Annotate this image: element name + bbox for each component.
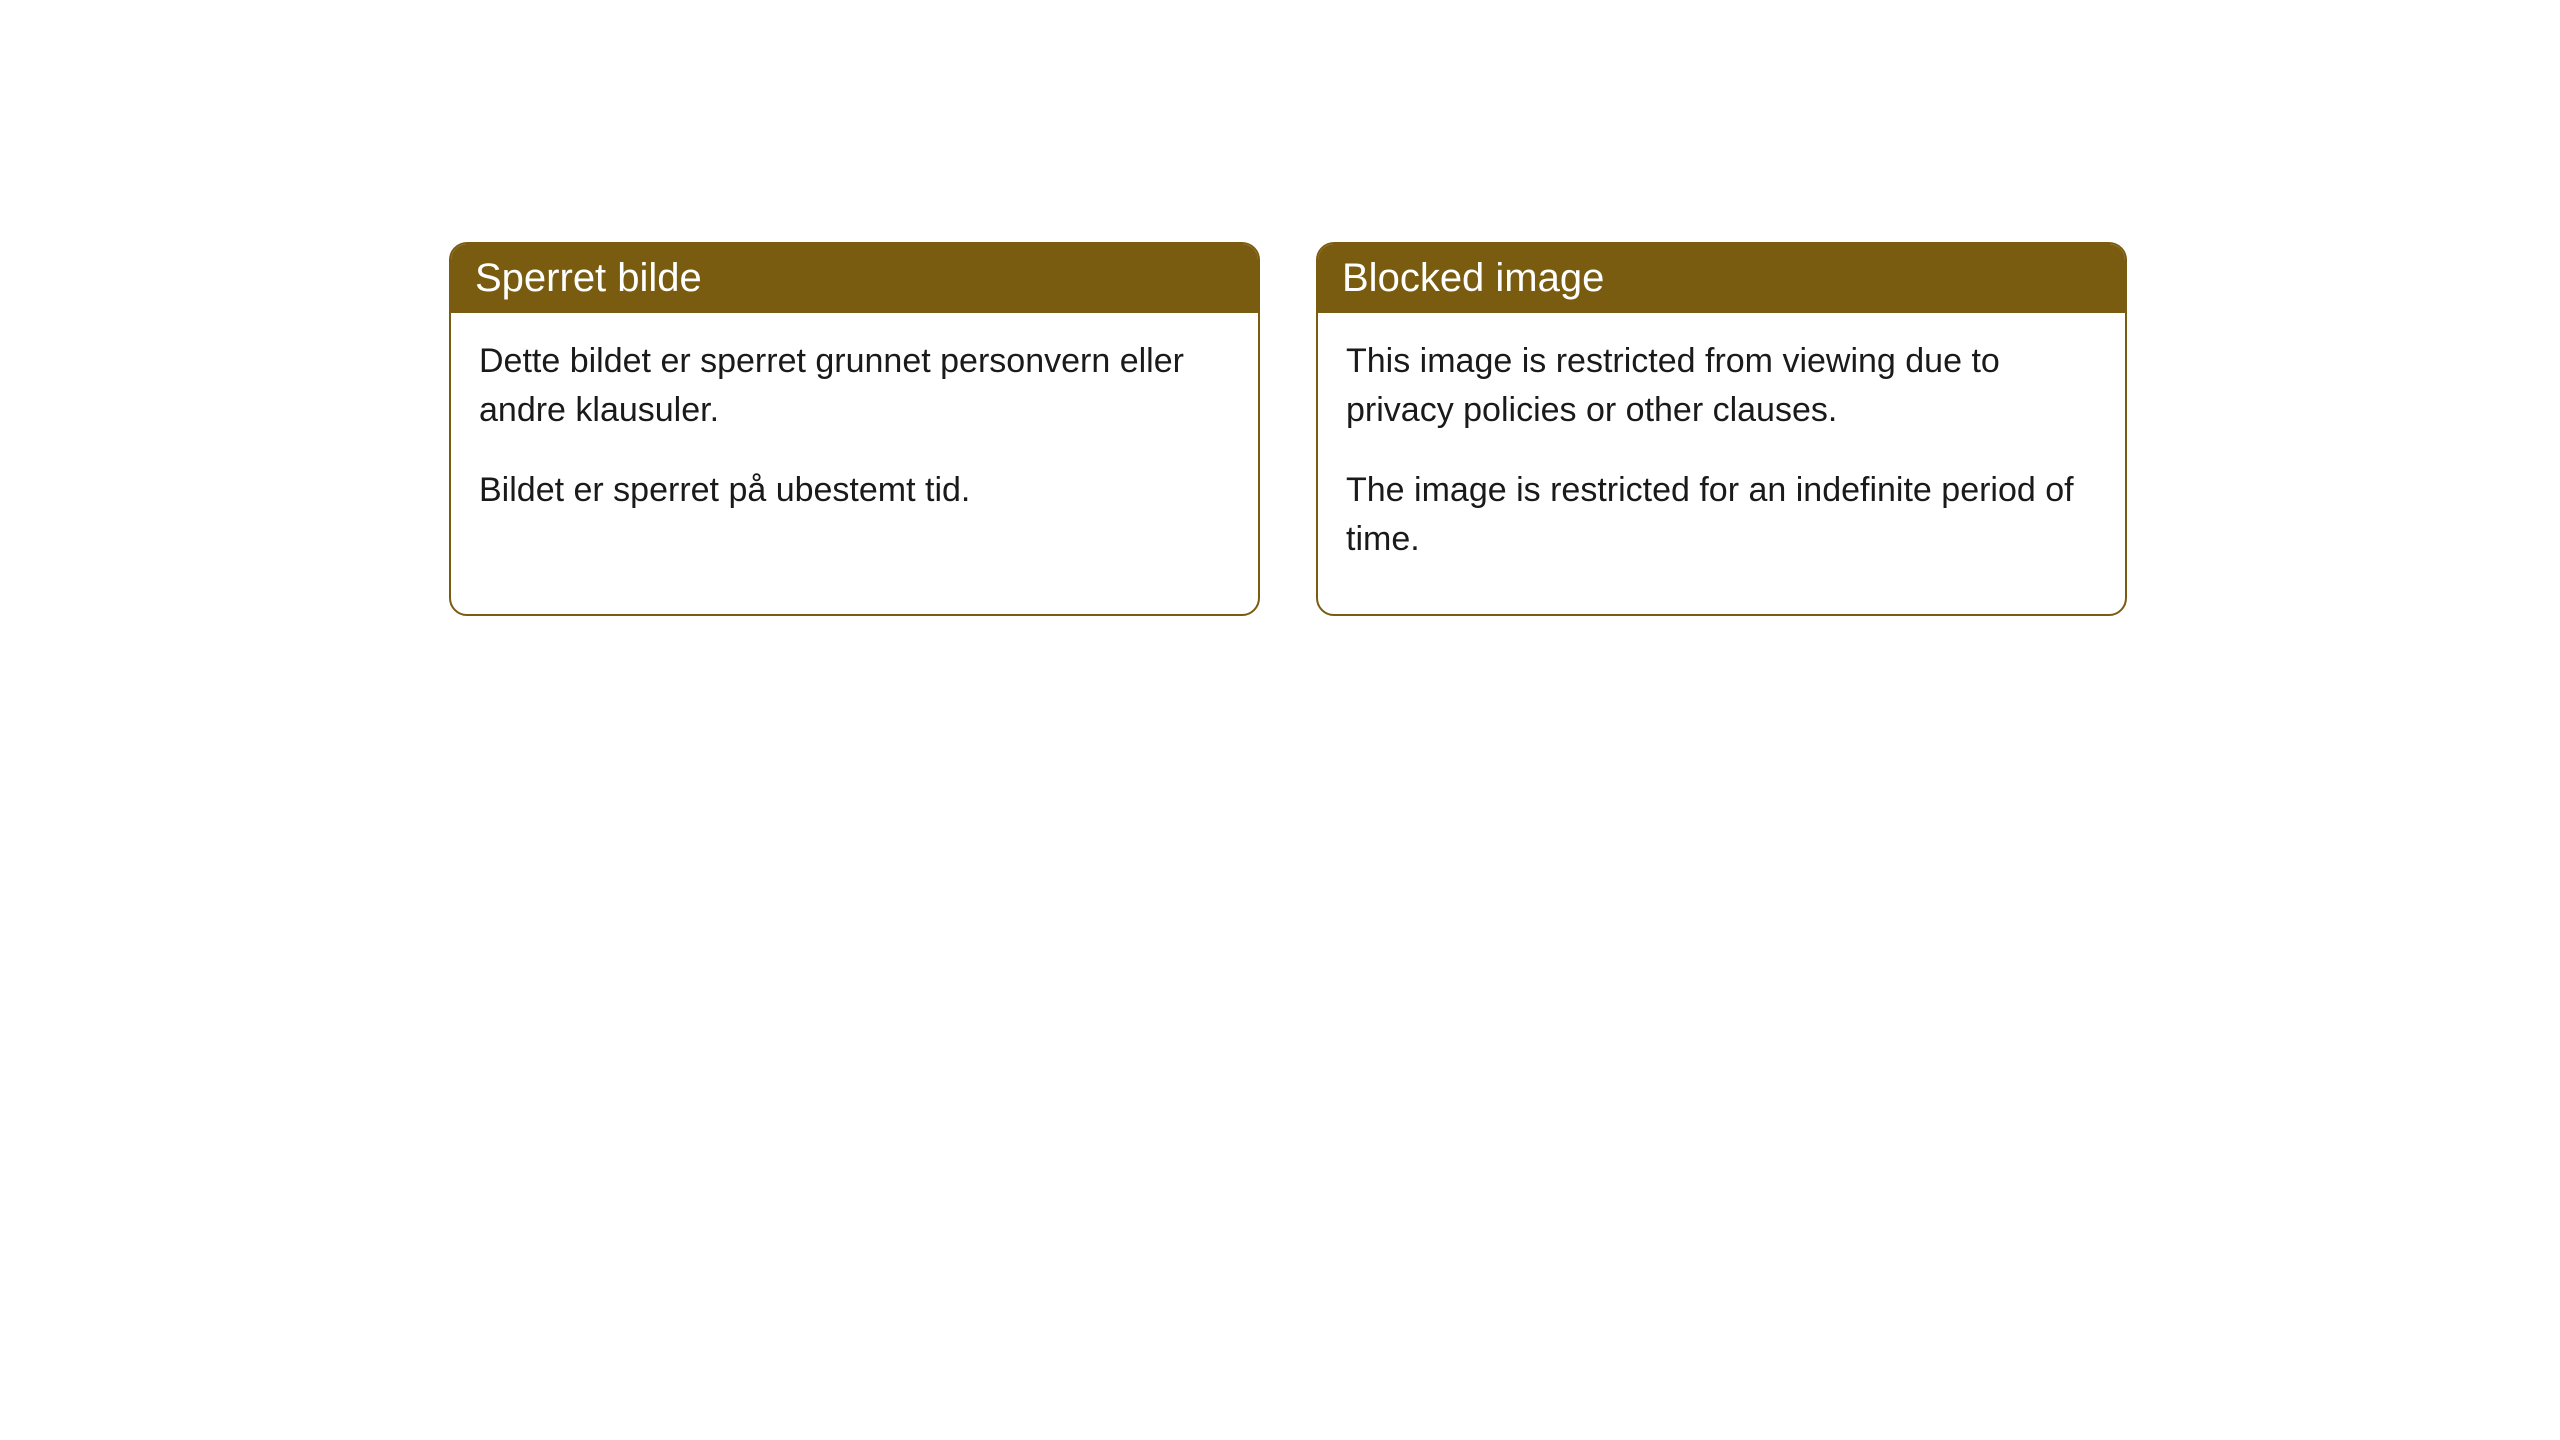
notice-text-line-2: The image is restricted for an indefinit… <box>1346 466 2097 565</box>
notice-body: Dette bildet er sperret grunnet personve… <box>451 313 1258 565</box>
notice-body: This image is restricted from viewing du… <box>1318 313 2125 614</box>
notice-text-line-1: This image is restricted from viewing du… <box>1346 337 2097 436</box>
notice-header: Sperret bilde <box>451 244 1258 313</box>
notice-card-english: Blocked image This image is restricted f… <box>1316 242 2127 616</box>
notice-card-norwegian: Sperret bilde Dette bildet er sperret gr… <box>449 242 1260 616</box>
notice-text-line-2: Bildet er sperret på ubestemt tid. <box>479 466 1230 515</box>
notice-header: Blocked image <box>1318 244 2125 313</box>
notice-text-line-1: Dette bildet er sperret grunnet personve… <box>479 337 1230 436</box>
notice-container: Sperret bilde Dette bildet er sperret gr… <box>0 0 2560 616</box>
